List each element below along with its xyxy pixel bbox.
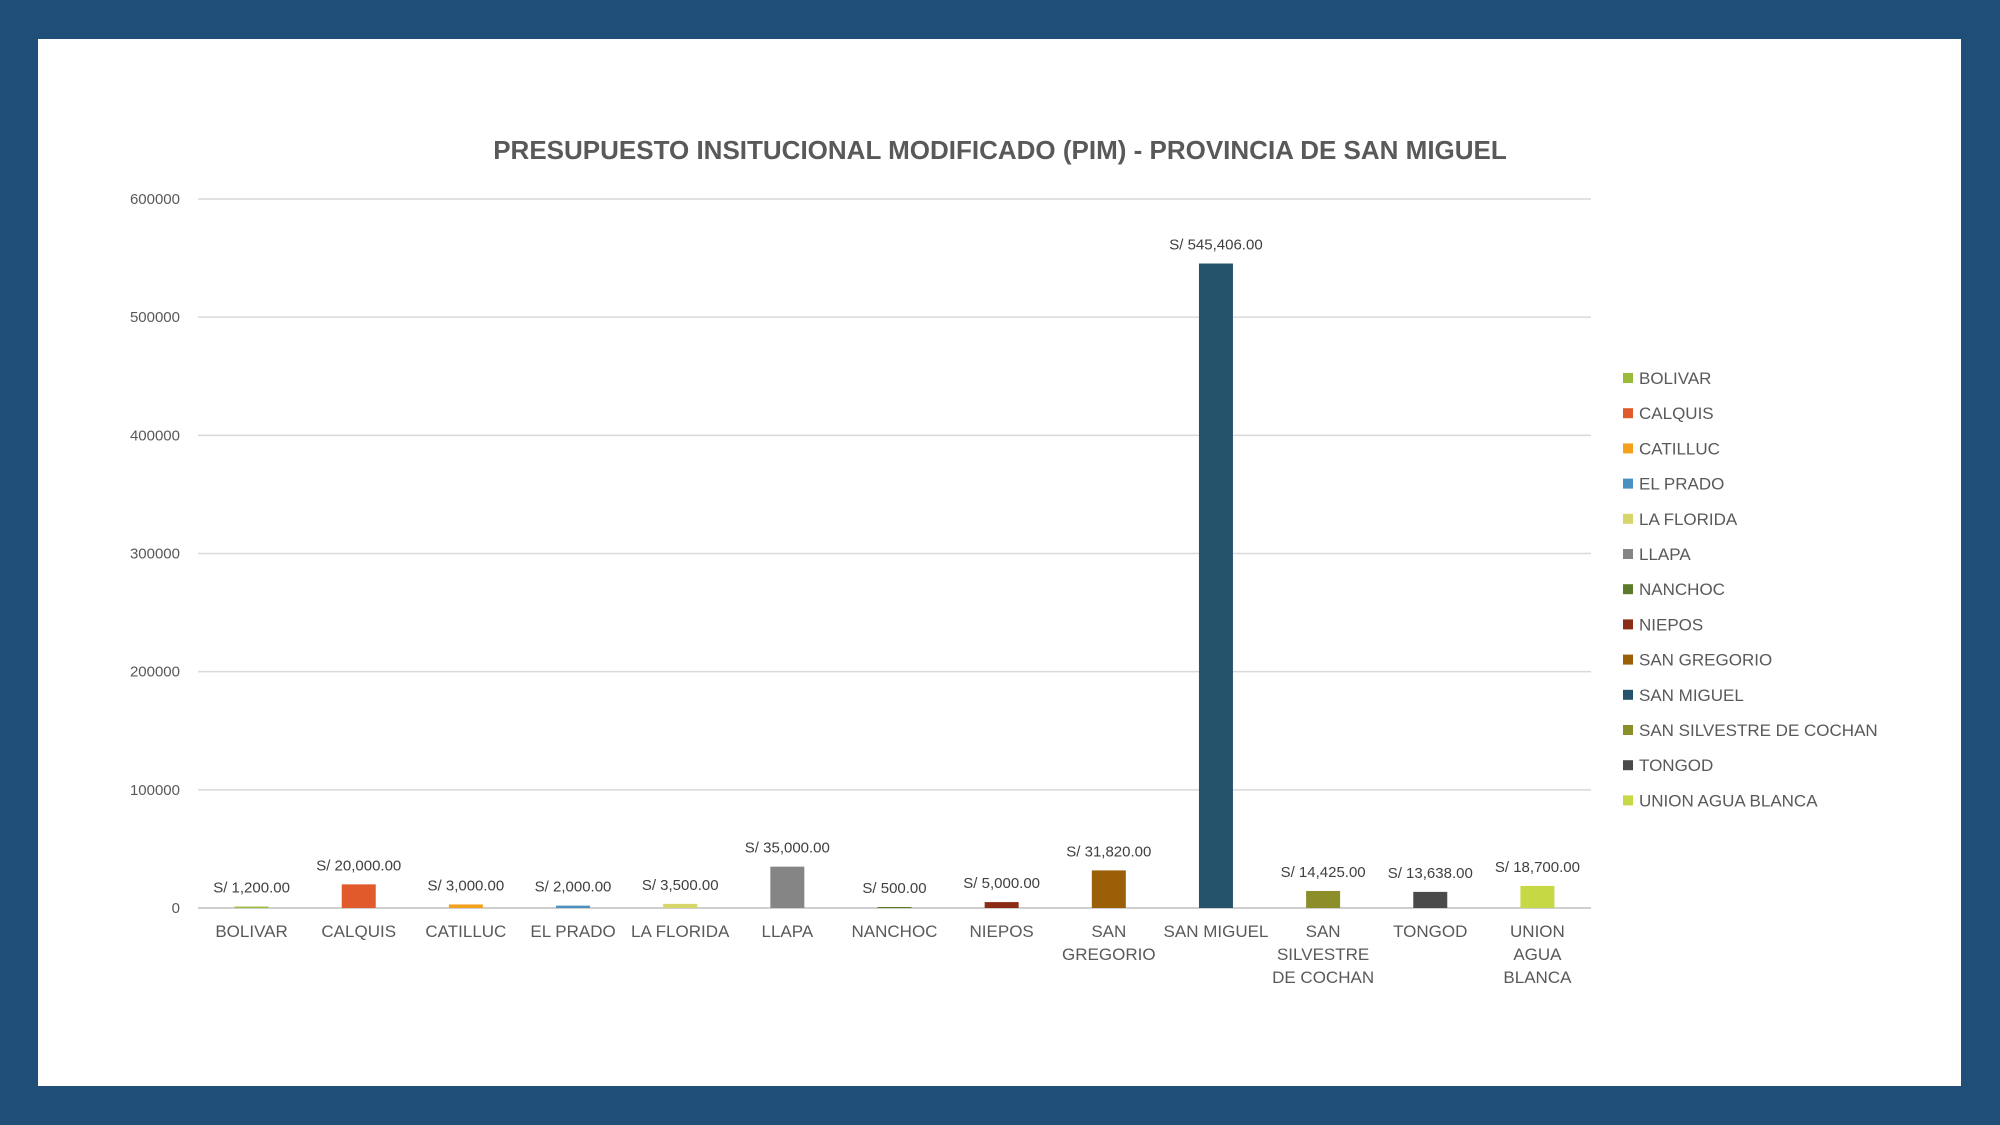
legend-label: SAN SILVESTRE DE COCHAN (1639, 721, 1878, 740)
y-tick-label: 600000 (130, 191, 180, 208)
x-tick-label: EL PRADO (530, 922, 615, 941)
bar (877, 907, 912, 908)
legend-label: CALQUIS (1639, 404, 1714, 423)
legend-swatch (1623, 373, 1633, 383)
data-label: S/ 14,425.00 (1281, 864, 1366, 881)
bar (663, 903, 698, 908)
y-tick-label: 300000 (130, 546, 180, 563)
legend-label: SAN MIGUEL (1639, 686, 1744, 705)
legend-swatch (1623, 725, 1633, 735)
x-tick-label: CATILLUC (425, 922, 506, 941)
legend-swatch (1623, 584, 1633, 595)
legend-label: LA FLORIDA (1639, 510, 1738, 529)
bar (234, 906, 269, 908)
bar (1413, 891, 1448, 908)
data-label: S/ 20,000.00 (316, 857, 401, 874)
y-tick-label: 500000 (130, 309, 180, 326)
legend-swatch (1623, 549, 1633, 559)
legend-swatch (1623, 408, 1633, 419)
data-label: S/ 3,000.00 (428, 877, 505, 894)
legend-label: UNION AGUA BLANCA (1639, 791, 1818, 810)
slide-panel: PRESUPUESTO INSITUCIONAL MODIFICADO (PIM… (38, 39, 1961, 1086)
legend-label: LLAPA (1639, 545, 1691, 564)
legend-label: CATILLUC (1639, 439, 1720, 458)
bar-chart: PRESUPUESTO INSITUCIONAL MODIFICADO (PIM… (130, 135, 1878, 987)
data-label: S/ 500.00 (862, 880, 926, 897)
x-tick-label: TONGOD (1393, 922, 1467, 941)
data-label: S/ 31,820.00 (1066, 843, 1151, 860)
x-tick-label: LA FLORIDA (631, 922, 730, 941)
legend-swatch (1623, 619, 1633, 630)
data-label: S/ 35,000.00 (745, 840, 830, 857)
data-label: S/ 1,200.00 (213, 880, 290, 897)
x-tick-label: SAN SILVESTRE DE COCHAN (1272, 922, 1374, 987)
bar (448, 904, 483, 908)
x-tick-label: BOLIVAR (215, 922, 287, 941)
x-tick-label: SAN GREGORIO (1062, 922, 1156, 964)
data-label: S/ 5,000.00 (963, 875, 1040, 892)
data-label: S/ 13,638.00 (1388, 865, 1473, 882)
legend-label: NANCHOC (1639, 580, 1725, 599)
bar (1091, 870, 1126, 908)
legend-label: SAN GREGORIO (1639, 651, 1772, 670)
y-tick-label: 400000 (130, 427, 180, 444)
bar (1520, 885, 1555, 908)
legend-swatch (1623, 689, 1633, 700)
bar (1198, 263, 1233, 908)
bar (770, 866, 805, 908)
legend-label: EL PRADO (1639, 475, 1724, 494)
x-tick-label: NIEPOS (970, 922, 1034, 941)
x-tick-label: SAN MIGUEL (1164, 922, 1269, 941)
x-tick-label: NANCHOC (852, 922, 938, 941)
bar (1306, 890, 1341, 908)
x-tick-label: CALQUIS (321, 922, 396, 941)
data-label: S/ 3,500.00 (642, 877, 719, 894)
legend-label: NIEPOS (1639, 615, 1703, 634)
legend-swatch (1623, 443, 1633, 454)
legend-swatch (1623, 654, 1633, 665)
y-tick-label: 100000 (130, 782, 180, 799)
legend-label: BOLIVAR (1639, 369, 1711, 388)
legend-swatch (1623, 760, 1633, 771)
legend-swatch (1623, 795, 1633, 806)
legend-swatch (1623, 513, 1633, 524)
data-label: S/ 18,700.00 (1495, 859, 1580, 876)
data-label: S/ 2,000.00 (535, 879, 612, 896)
chart-title: PRESUPUESTO INSITUCIONAL MODIFICADO (PIM… (493, 135, 1507, 165)
data-label: S/ 545,406.00 (1169, 237, 1262, 254)
bar (984, 902, 1019, 908)
bar (341, 884, 376, 908)
bar (556, 905, 591, 908)
x-tick-label: LLAPA (762, 922, 814, 941)
x-tick-label: UNION AGUA BLANCA (1503, 922, 1572, 987)
y-tick-label: 0 (172, 900, 180, 917)
legend-swatch (1623, 478, 1633, 489)
legend-label: TONGOD (1639, 756, 1713, 775)
y-tick-label: 200000 (130, 664, 180, 681)
